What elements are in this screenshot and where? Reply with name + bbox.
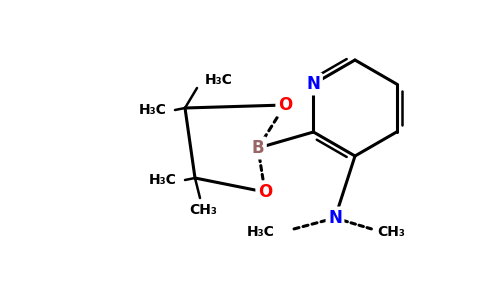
Text: H₃C: H₃C	[149, 173, 177, 187]
Text: N: N	[306, 75, 320, 93]
Text: B: B	[252, 139, 264, 157]
Text: CH₃: CH₃	[189, 203, 217, 217]
Text: N: N	[328, 209, 342, 227]
Text: O: O	[258, 183, 272, 201]
Text: CH₃: CH₃	[377, 225, 405, 239]
Text: H₃C: H₃C	[139, 103, 167, 117]
Text: H₃C: H₃C	[205, 73, 233, 87]
Text: H₃C: H₃C	[247, 225, 275, 239]
Text: O: O	[278, 96, 292, 114]
